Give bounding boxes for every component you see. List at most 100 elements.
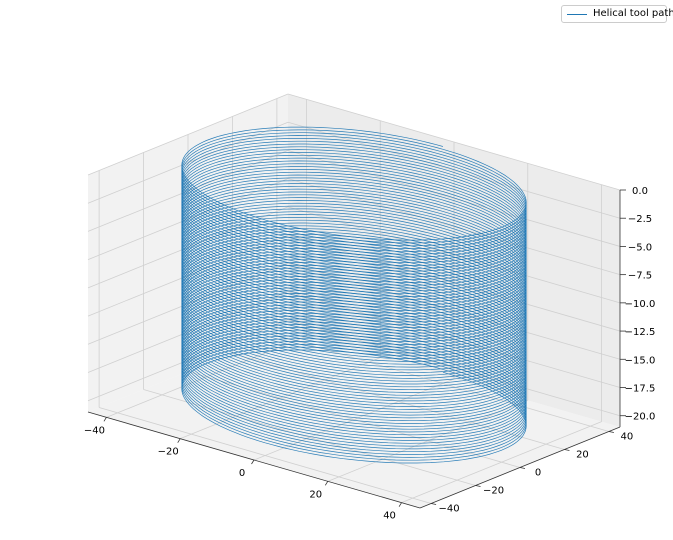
z-axis-tick-label: −10.0 xyxy=(625,299,656,310)
helix-turn-front xyxy=(265,177,527,269)
helix-turn-front xyxy=(265,256,527,348)
helix-turn-front xyxy=(265,321,527,413)
helix-turn-front xyxy=(265,247,527,340)
helix-turn-front xyxy=(265,236,527,328)
helix-turn-front xyxy=(265,154,527,247)
helix-turn-front xyxy=(265,180,527,272)
x-axis-tick xyxy=(103,417,107,422)
left-grid-z-line xyxy=(87,262,289,345)
helix-turn-front xyxy=(265,318,527,410)
left-grid-z-line xyxy=(87,319,289,402)
helix-turn-front xyxy=(265,349,527,441)
helix-turn-back xyxy=(181,180,443,274)
left-grid-z-line xyxy=(87,206,289,289)
y-axis-tick xyxy=(475,485,481,487)
helix-turn-front xyxy=(265,366,527,458)
helix-turn-back xyxy=(181,217,443,311)
helix-turn-front xyxy=(265,267,527,359)
helix-turn-front xyxy=(265,371,527,464)
helix-turn-front xyxy=(265,287,527,379)
helix-turn-front xyxy=(265,168,527,261)
helix-turn-front xyxy=(265,292,527,385)
helix-turn-front xyxy=(265,244,527,337)
z-axis-tick-label: 0.0 xyxy=(632,186,648,197)
y-axis-tick-label: 40 xyxy=(621,432,634,443)
helix-turn-back xyxy=(181,140,443,235)
helix-turn-front xyxy=(265,363,527,455)
y-axis-tick xyxy=(608,431,614,433)
helix-turn-front xyxy=(265,185,527,278)
helix-turn-front xyxy=(265,261,527,354)
helix-turn-back xyxy=(181,169,443,263)
helix-turn-front xyxy=(265,239,527,331)
helix-turn-front xyxy=(265,163,527,255)
x-axis-tick xyxy=(398,502,402,507)
helix-turn-front xyxy=(265,219,527,312)
helix-turn-front xyxy=(265,312,527,405)
legend-label: Helical tool path xyxy=(593,8,673,19)
helix-turn-back xyxy=(181,222,443,317)
legend: Helical tool path xyxy=(561,5,673,23)
z-axis-tick-label: −15.0 xyxy=(625,355,656,366)
helix-turn-front xyxy=(265,309,527,402)
helix-turn-back xyxy=(181,135,443,229)
helix-turn-back xyxy=(181,219,443,314)
y-axis-tick-label: −20 xyxy=(483,486,504,497)
helix-turn-back xyxy=(181,231,443,325)
helix-turn-front xyxy=(265,188,527,280)
y-axis-tick xyxy=(519,467,526,469)
x-axis-tick-label: −20 xyxy=(158,447,179,458)
helix-turn-front xyxy=(265,343,527,436)
helix-turn-back xyxy=(181,157,443,252)
helix-turn-front xyxy=(265,208,527,300)
helix-turn-back xyxy=(181,214,443,308)
helix-turn-front xyxy=(265,284,527,376)
z-axis-tick-label: −17.5 xyxy=(625,384,656,395)
helix-turn-front xyxy=(265,157,527,249)
helix-turn-back xyxy=(181,211,443,305)
helix-turn-front xyxy=(265,352,527,444)
floor-grid-y-line xyxy=(99,407,432,504)
helix-turn-front xyxy=(265,233,527,326)
z-axis-tick-label: −12.5 xyxy=(625,327,656,338)
helix-turn-front xyxy=(265,326,527,419)
helix-turn-back xyxy=(181,171,443,266)
y-axis-tick xyxy=(431,503,437,505)
helix-turn-back xyxy=(181,132,443,226)
helix-turn-back xyxy=(181,185,443,280)
helix-turn-front xyxy=(265,301,527,393)
helix-turn-back xyxy=(181,205,443,300)
floor-grid-y-line xyxy=(276,335,610,432)
helix-turn-front xyxy=(265,151,527,244)
helix-turn-front xyxy=(265,338,527,430)
helix-turn-front xyxy=(265,369,527,461)
x-axis-tick-label: −40 xyxy=(84,425,105,436)
helix-turn-front xyxy=(265,222,527,314)
helix-turn-front xyxy=(265,264,527,357)
helix-turn-front xyxy=(265,148,527,241)
x-axis-tick xyxy=(177,438,181,443)
helix-turn-front xyxy=(265,281,527,374)
helix-turn-front xyxy=(265,329,527,422)
helix-turn-front xyxy=(265,202,527,295)
helix-turn-back xyxy=(181,228,443,322)
x-axis-tick-label: 40 xyxy=(383,511,396,522)
z-axis-tick-label: −7.5 xyxy=(628,271,652,282)
helix-turn-front xyxy=(265,357,527,450)
left-grid-z-line xyxy=(87,234,289,317)
helix-turn-front xyxy=(265,346,527,438)
y-axis-tick xyxy=(564,449,570,451)
helix-turn-front xyxy=(265,270,527,362)
helix-turn-front xyxy=(265,227,527,320)
back-grid-z-line xyxy=(287,178,621,276)
helix-turn-front xyxy=(265,295,527,388)
helix-turn-front xyxy=(265,306,527,399)
x-axis-tick-label: 0 xyxy=(239,468,245,479)
left-grid-z-line xyxy=(87,93,289,176)
left-grid-z-line xyxy=(87,291,289,373)
helix-turn-back xyxy=(181,143,443,238)
helix-turn-back xyxy=(181,191,443,286)
y-axis-tick-label: −40 xyxy=(439,504,460,515)
helix-turn-front xyxy=(265,340,527,433)
helix-turn-front xyxy=(265,360,527,453)
